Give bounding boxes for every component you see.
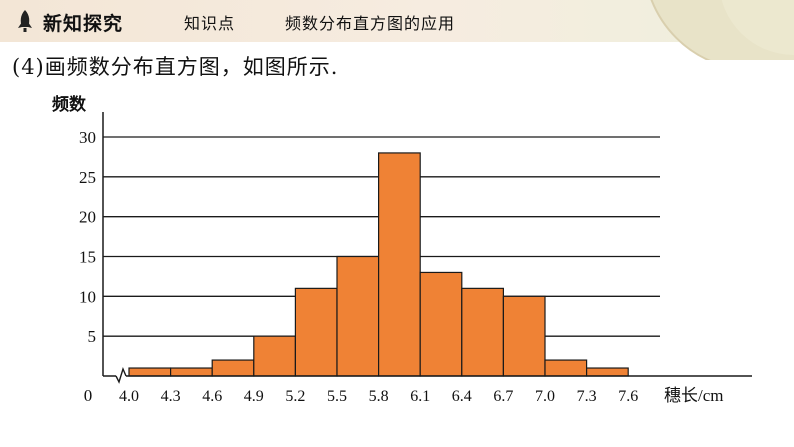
histogram-bar [502,295,546,377]
y-tick-label: 5 [88,327,97,346]
x-axis-title: 穗长/cm [664,386,724,405]
histogram-bar [253,335,297,377]
origin-label: 0 [84,386,93,405]
x-tick-label: 7.6 [618,388,638,405]
y-tick-label: 15 [79,248,96,267]
histogram-bar [170,367,213,377]
histogram-bar [128,367,172,377]
histogram-bar [378,152,421,377]
figure-caption: (4)画频数分布直方图，如图所示. [12,55,339,79]
knowledge-label: 知识点 [184,14,236,33]
y-tick-label: 30 [79,128,96,147]
histogram-bar [585,367,629,377]
x-tick-label: 5.8 [369,388,389,405]
axis-break-icon [115,366,127,384]
decorative-circle-icon [650,0,794,60]
rocket-icon [18,10,32,32]
x-tick-label: 7.3 [577,388,597,405]
histogram-bar [336,255,380,377]
histogram-bar [294,287,338,377]
x-tick-label: 6.1 [410,388,430,405]
y-tick-label: 20 [79,208,96,227]
y-tick-label: 25 [79,168,96,187]
y-tick-label: 10 [79,287,96,306]
x-tick-label: 5.2 [285,388,305,405]
x-tick-label: 7.0 [535,388,555,405]
histogram-bar [211,359,255,377]
x-tick-label: 4.0 [119,388,139,405]
x-tick-label: 5.5 [327,388,347,405]
topic-title: 频数分布直方图的应用 [285,14,456,33]
histogram-bar [461,287,504,377]
x-tick-label: 6.7 [493,388,513,405]
histogram-bar [419,271,463,377]
y-axis-title: 频数 [52,94,87,114]
histogram-bar [544,359,588,377]
x-tick-label: 4.3 [161,388,181,405]
x-tick-label: 4.6 [202,388,222,405]
header-bar: 新知探究 知识点 频数分布直方图的应用 [0,0,794,60]
x-tick-label: 4.9 [244,388,264,405]
x-tick-label: 6.4 [452,388,472,405]
section-title: 新知探究 [43,13,124,35]
